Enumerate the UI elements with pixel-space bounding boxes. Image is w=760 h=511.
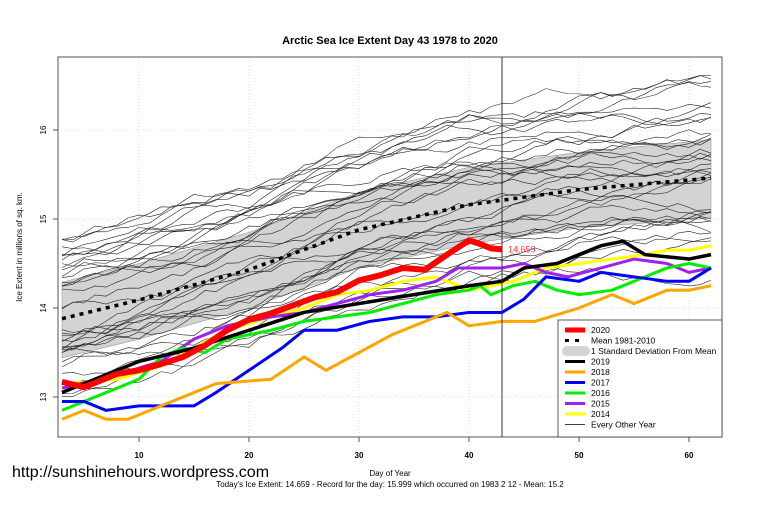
- other-year-line: [61, 148, 712, 278]
- other-year-line: [61, 81, 712, 241]
- other-year-line: [61, 209, 712, 348]
- other-year-line: [61, 163, 712, 350]
- legend-swatch: [562, 346, 590, 356]
- other-year-line: [61, 134, 712, 271]
- other-year-line: [61, 112, 712, 261]
- y-tick-label: 16: [39, 125, 48, 134]
- y-tick-label: 15: [39, 214, 48, 223]
- other-year-line: [61, 216, 712, 342]
- x-tick-label: 10: [135, 451, 144, 460]
- y-tick-label: 14: [39, 303, 48, 312]
- legend-label: 2017: [591, 378, 610, 388]
- legend-box: [557, 319, 723, 438]
- series-line-2020: [61, 237, 503, 391]
- x-tick-label: 20: [245, 451, 254, 460]
- x-tick-label: 60: [685, 451, 694, 460]
- series-line-mean-1981-2010: [61, 176, 712, 321]
- legend-label: Mean 1981-2010: [591, 336, 656, 346]
- legend-label: Every Other Year: [591, 420, 656, 430]
- legend-label: 2015: [591, 399, 610, 409]
- legend-label: 2019: [591, 357, 610, 367]
- other-year-line: [61, 129, 712, 268]
- other-year-line: [61, 192, 712, 337]
- other-year-line: [61, 136, 712, 310]
- other-year-line: [61, 231, 712, 394]
- legend-label: 2018: [591, 367, 610, 377]
- y-axis-label: Ice Extent in millions of sq. km.: [15, 192, 24, 302]
- other-year-line: [61, 237, 712, 376]
- chart-title: Arctic Sea Ice Extent Day 43 1978 to 202…: [282, 35, 498, 47]
- other-year-line: [61, 166, 712, 283]
- other-year-line: [61, 75, 712, 249]
- x-tick-label: 50: [575, 451, 584, 460]
- current-value-label: 14.659: [508, 244, 536, 254]
- other-year-line: [61, 154, 712, 287]
- legend-label: 2020: [591, 325, 610, 335]
- series-group: [61, 176, 712, 421]
- other-year-line: [61, 157, 712, 287]
- plot-frame: [57, 56, 723, 438]
- x-axis-label: Day of Year: [369, 469, 411, 478]
- axes: 10 20 30 40 50 60 13 14 15 16: [39, 125, 694, 460]
- other-year-line: [61, 172, 712, 342]
- series-line-2015: [61, 257, 712, 390]
- y-tick-label: 13: [39, 392, 48, 401]
- series-line-2018: [61, 284, 712, 421]
- x-tick-label: 30: [355, 451, 364, 460]
- footer-text: Today's Ice Extent: 14.659 - Record for …: [216, 480, 564, 489]
- series-line-2019: [61, 239, 712, 395]
- other-year-line: [61, 168, 712, 363]
- x-tick-label: 40: [465, 451, 474, 460]
- other-year-line: [61, 116, 712, 256]
- watermark-url: http://sunshinehours.wordpress.com: [12, 464, 269, 481]
- other-year-line: [61, 205, 712, 351]
- other-year-line: [61, 211, 712, 349]
- other-year-line: [61, 234, 712, 355]
- legend-label: 2016: [591, 388, 610, 398]
- other-year-line: [61, 113, 712, 291]
- legend-label: 1 Standard Deviation From Mean: [591, 346, 716, 356]
- other-year-line: [61, 104, 712, 256]
- other-year-line: [61, 82, 712, 257]
- legend-label: 2014: [591, 409, 610, 419]
- other-year-line: [61, 166, 712, 277]
- other-year-line: [61, 217, 712, 388]
